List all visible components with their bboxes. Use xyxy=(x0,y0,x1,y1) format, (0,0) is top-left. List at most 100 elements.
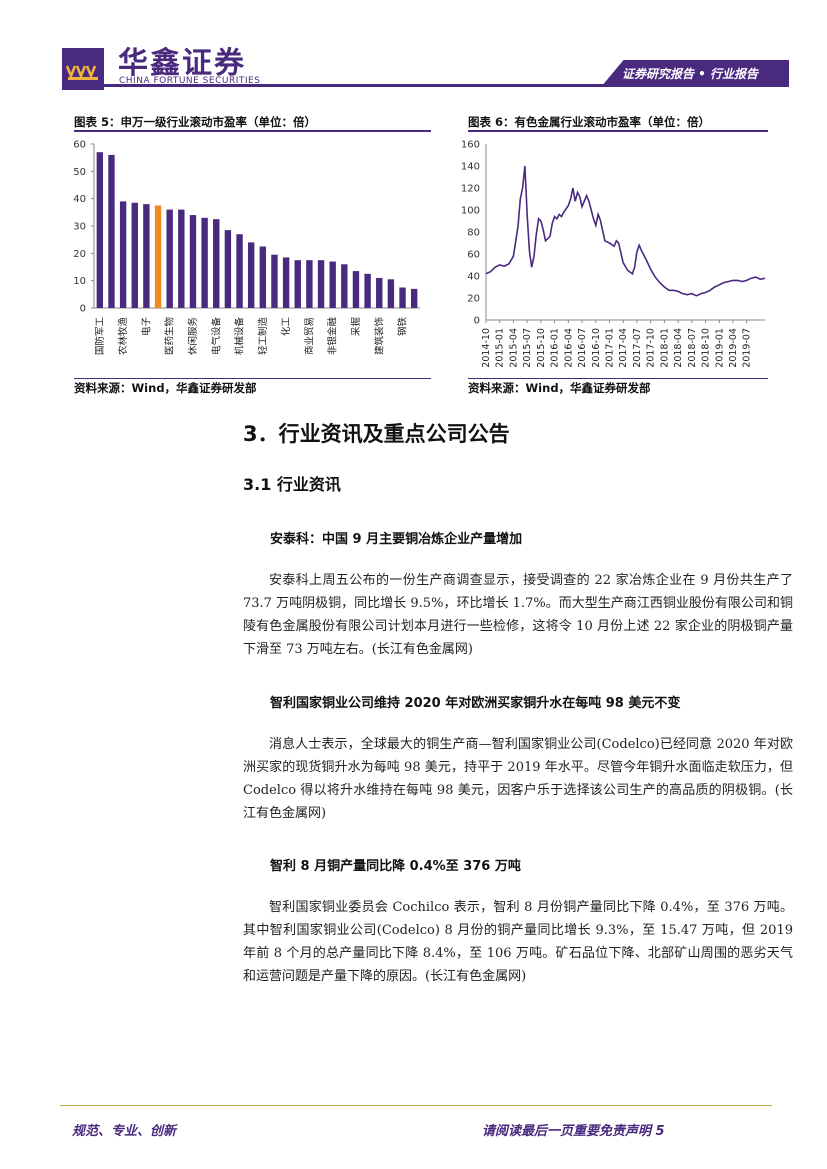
x-tick-label: 化工 xyxy=(280,317,292,337)
figure5-top-rule xyxy=(74,130,431,132)
y-tick-label: 0 xyxy=(474,316,480,327)
figure6-source: 资料来源：Wind，华鑫证券研发部 xyxy=(468,381,651,395)
x-tick-label: 农林牧渔 xyxy=(117,317,129,356)
y-tick-label: 80 xyxy=(467,228,480,239)
logo-text-en: CHINA FORTUNE SECURITIES xyxy=(119,76,261,86)
x-tick-label: 轻工制造 xyxy=(257,317,269,356)
series-line xyxy=(485,165,766,297)
x-tick-label: 电子 xyxy=(140,317,152,337)
y-tick-label: 120 xyxy=(461,184,480,195)
bar xyxy=(410,288,418,308)
x-tick-label: 2016-10 xyxy=(591,328,602,368)
x-tick-label: 2019-01 xyxy=(714,328,725,368)
bar xyxy=(247,242,255,308)
x-tick-label: 国防军工 xyxy=(94,317,106,356)
x-tick-label: 2015-01 xyxy=(495,328,506,368)
header-banner xyxy=(601,60,789,87)
bar xyxy=(189,215,197,308)
section-title: 3．行业资讯及重点公司公告 xyxy=(243,422,510,446)
footer-disclaimer-page: 请阅读最后一页重要免责声明 5 xyxy=(482,1124,665,1139)
y-tick-label: 140 xyxy=(461,162,480,173)
bar xyxy=(317,260,325,308)
x-tick-label: 2018-07 xyxy=(687,328,698,368)
x-tick-label: 2018-04 xyxy=(673,328,684,368)
news-body-3: 智利国家铜业委员会 Cochilco 表示，智利 8 月份铜产量同比下降 0.4… xyxy=(243,900,793,984)
x-tick-label: 休闲服务 xyxy=(187,317,199,356)
bar xyxy=(96,152,104,308)
x-tick-label: 2016-04 xyxy=(563,328,574,368)
figure6-title: 图表 6：有色金属行业滚动市盈率（单位：倍） xyxy=(468,115,711,129)
bar xyxy=(259,246,267,308)
x-tick-label: 2014-10 xyxy=(481,328,492,368)
y-tick-label: 50 xyxy=(73,167,86,178)
bar xyxy=(376,277,383,308)
bar xyxy=(271,254,278,308)
y-tick-label: 100 xyxy=(461,206,480,217)
bar xyxy=(294,260,301,308)
bar xyxy=(166,209,173,308)
figure6-top-rule xyxy=(468,130,768,132)
bar xyxy=(119,201,127,308)
figure5-bar-chart: 0 10 20 30 40 50 60 国防军工 农林牧渔 电子 医药生物 休闲服务 电气设备 机械设备轻… xyxy=(73,140,420,356)
y-tick-label: 20 xyxy=(73,249,86,260)
logo-text-cn: 华鑫证券 xyxy=(118,46,246,81)
bar xyxy=(306,260,313,308)
bar xyxy=(154,205,162,308)
y-tick-label: 160 xyxy=(461,140,480,151)
y-tick-label: 0 xyxy=(80,304,86,315)
bar xyxy=(236,234,243,308)
news-body-1: 安泰科上周五公布的一份生产商调查显示，接受调查的 22 家冶炼企业在 9 月份共… xyxy=(243,573,793,657)
x-tick-label: 钢铁 xyxy=(397,317,409,337)
x-tick-label: 非银金融 xyxy=(327,317,339,356)
news-title-1: 安泰科：中国 9 月主要铜冶炼企业产量增加 xyxy=(270,532,523,547)
x-tick-label: 2019-07 xyxy=(742,328,753,368)
y-tick-label: 10 xyxy=(73,276,86,287)
figure5-source: 资料来源：Wind，华鑫证券研发部 xyxy=(74,381,257,395)
news-title-2: 智利国家铜业公司维持 2020 年对欧洲买家铜升水在每吨 98 美元不变 xyxy=(270,696,681,711)
y-tick-label: 40 xyxy=(73,194,86,205)
x-tick-label: 医药生物 xyxy=(164,317,176,356)
bar xyxy=(201,217,208,308)
bar xyxy=(341,264,348,308)
x-tick-label: 2017-07 xyxy=(632,328,643,368)
x-tick-label: 2018-01 xyxy=(659,328,670,368)
figure5-bottom-rule xyxy=(74,378,431,379)
bar xyxy=(131,202,138,308)
x-tick-label: 2017-01 xyxy=(604,328,615,368)
x-tick-label: 商业贸易 xyxy=(303,317,315,355)
report-type-label: 证券研究报告 • 行业报告 xyxy=(622,67,759,81)
x-tick-label: 采掘 xyxy=(350,317,362,336)
x-tick-label: 2015-04 xyxy=(508,328,519,368)
bar xyxy=(387,279,395,308)
y-tick-label: 20 xyxy=(467,294,480,305)
x-tick-label: 2019-04 xyxy=(728,328,739,368)
bar xyxy=(213,219,220,308)
bar xyxy=(352,271,360,308)
bar xyxy=(329,261,336,308)
x-tick-label: 2016-07 xyxy=(577,328,588,368)
figure6-bottom-rule xyxy=(468,378,768,379)
x-tick-label: 2017-10 xyxy=(646,328,657,368)
bar xyxy=(108,154,115,308)
figure5-title: 图表 5：申万一级行业滚动市盈率（单位：倍） xyxy=(74,115,317,129)
footer-rule xyxy=(60,1105,772,1106)
bar xyxy=(143,204,150,308)
y-tick-label: 60 xyxy=(73,140,86,151)
y-tick-label: 60 xyxy=(467,250,480,261)
x-tick-label: 建筑装饰 xyxy=(373,317,385,355)
x-tick-label: 电气设备 xyxy=(210,317,222,356)
news-title-3: 智利 8 月铜产量同比降 0.4%至 376 万吨 xyxy=(270,859,521,874)
x-tick-label: 机械设备 xyxy=(234,317,246,356)
header-rule xyxy=(104,84,609,87)
bar xyxy=(282,257,290,308)
y-tick-label: 40 xyxy=(467,272,480,283)
x-tick-label: 2016-01 xyxy=(550,328,561,368)
bar xyxy=(178,209,185,308)
bar xyxy=(399,287,406,308)
bar xyxy=(364,273,371,308)
x-tick-label: 2015-10 xyxy=(536,328,547,368)
x-tick-label: 2017-04 xyxy=(618,328,629,368)
y-tick-label: 30 xyxy=(73,222,86,233)
bar xyxy=(224,230,232,308)
